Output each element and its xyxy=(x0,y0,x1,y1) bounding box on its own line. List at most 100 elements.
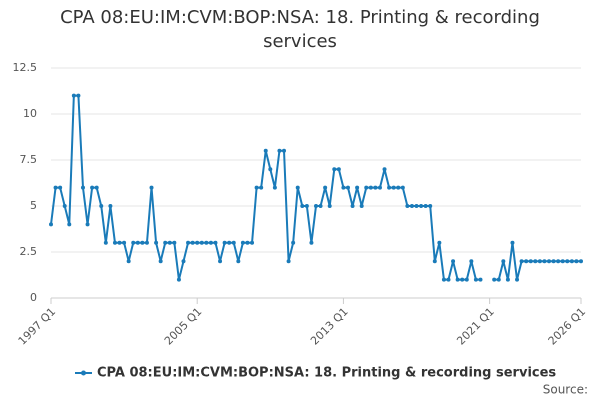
point xyxy=(446,277,451,282)
point xyxy=(295,185,300,190)
point xyxy=(428,204,433,208)
point xyxy=(419,204,424,208)
point xyxy=(90,185,95,190)
y-tick-label: 0 xyxy=(30,291,37,304)
y-tick-label: 5 xyxy=(30,199,37,212)
point xyxy=(245,240,250,245)
point xyxy=(492,277,497,282)
point xyxy=(396,185,401,190)
point xyxy=(560,259,565,264)
point xyxy=(300,204,305,208)
point xyxy=(579,259,583,264)
point xyxy=(460,277,465,282)
point xyxy=(254,185,259,190)
x-tick-label: 2026 Q1 xyxy=(546,305,589,348)
x-tick-label: 2013 Q1 xyxy=(308,305,351,348)
x-tick-label: 2021 Q1 xyxy=(454,305,497,348)
point xyxy=(551,259,556,264)
point xyxy=(154,240,159,245)
point xyxy=(341,185,346,190)
point xyxy=(501,259,506,264)
point xyxy=(195,240,200,245)
point xyxy=(67,222,72,227)
point xyxy=(208,240,213,245)
legend-marker xyxy=(81,370,86,376)
point xyxy=(464,277,469,282)
point xyxy=(85,222,90,227)
point xyxy=(222,240,227,245)
point xyxy=(382,167,387,172)
point xyxy=(158,259,163,264)
point xyxy=(272,185,277,190)
point xyxy=(400,185,405,190)
point xyxy=(323,185,328,190)
point xyxy=(391,185,396,190)
point xyxy=(355,185,360,190)
point xyxy=(71,93,76,98)
point xyxy=(510,240,515,245)
point xyxy=(144,240,149,245)
point xyxy=(263,148,268,153)
point xyxy=(373,185,378,190)
point xyxy=(469,259,474,264)
point xyxy=(350,204,355,208)
point xyxy=(556,259,561,264)
point xyxy=(163,240,168,245)
point xyxy=(515,277,520,282)
point xyxy=(268,167,273,172)
point xyxy=(117,240,122,245)
point xyxy=(286,259,291,264)
point xyxy=(414,204,419,208)
point xyxy=(190,240,195,245)
point xyxy=(327,204,332,208)
point xyxy=(565,259,570,264)
point xyxy=(112,240,117,245)
point xyxy=(432,259,437,264)
y-tick-label: 2.5 xyxy=(20,245,38,258)
point xyxy=(53,185,58,190)
point xyxy=(405,204,410,208)
point xyxy=(368,185,373,190)
point xyxy=(108,204,113,208)
point xyxy=(204,240,209,245)
point xyxy=(76,93,81,98)
source: Source: xyxy=(543,383,588,397)
point xyxy=(314,204,318,208)
point xyxy=(332,167,337,172)
point xyxy=(131,240,136,245)
point xyxy=(318,204,323,208)
point xyxy=(387,185,392,190)
point xyxy=(126,259,131,264)
point xyxy=(304,204,309,208)
point xyxy=(291,240,296,245)
point xyxy=(140,240,145,245)
point xyxy=(240,240,245,245)
point xyxy=(186,240,191,245)
point xyxy=(441,277,446,282)
point xyxy=(537,259,542,264)
point xyxy=(135,240,140,245)
point xyxy=(455,277,460,282)
point xyxy=(236,259,241,264)
y-tick-label: 7.5 xyxy=(20,153,38,166)
point xyxy=(282,148,287,153)
point xyxy=(149,185,154,190)
point xyxy=(259,185,264,190)
point xyxy=(277,148,282,153)
point xyxy=(199,240,204,245)
point xyxy=(213,240,218,245)
point xyxy=(58,185,63,190)
point xyxy=(94,185,99,190)
point xyxy=(542,259,547,264)
point xyxy=(231,240,236,245)
point xyxy=(345,185,350,190)
point xyxy=(528,259,533,264)
point xyxy=(309,240,314,245)
point xyxy=(473,277,478,282)
chart-title: CPA 08:EU:IM:CVM:BOP:NSA: 18. Printing &… xyxy=(60,7,540,52)
point xyxy=(451,259,456,264)
point xyxy=(103,240,108,245)
point xyxy=(478,277,483,282)
point xyxy=(122,240,127,245)
point xyxy=(524,259,529,264)
